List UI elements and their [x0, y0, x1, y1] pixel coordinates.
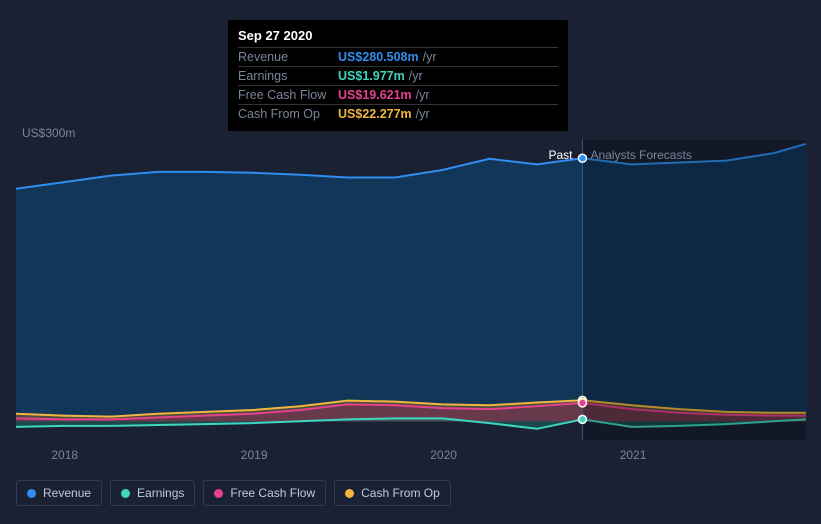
- legend-label: Free Cash Flow: [230, 486, 315, 500]
- legend-swatch: [345, 489, 354, 498]
- legend-label: Revenue: [43, 486, 91, 500]
- tooltip-metric-value: US$1.977m: [338, 69, 405, 83]
- tooltip-metric-value: US$280.508m: [338, 50, 419, 64]
- tooltip-row: Free Cash FlowUS$19.621m/yr: [238, 86, 558, 105]
- tooltip-unit: /yr: [416, 88, 430, 102]
- tooltip-row: Cash From OpUS$22.277m/yr: [238, 105, 558, 123]
- x-axis-label: 2020: [430, 448, 457, 462]
- tooltip-metric-value: US$19.621m: [338, 88, 412, 102]
- legend-label: Cash From Op: [361, 486, 440, 500]
- tooltip-metric-label: Revenue: [238, 50, 338, 64]
- chart-legend: Revenue Earnings Free Cash Flow Cash From O…: [16, 480, 451, 506]
- tooltip-date: Sep 27 2020: [238, 28, 558, 48]
- legend-item-free-cash-flow[interactable]: Free Cash Flow: [203, 480, 326, 506]
- tooltip-metric-label: Earnings: [238, 69, 338, 83]
- tooltip-metric-value: US$22.277m: [338, 107, 412, 121]
- tooltip-metric-label: Cash From Op: [238, 107, 338, 121]
- tooltip-unit: /yr: [409, 69, 423, 83]
- legend-swatch: [214, 489, 223, 498]
- marker-revenue: [578, 154, 586, 162]
- x-axis-label: 2021: [620, 448, 647, 462]
- legend-item-earnings[interactable]: Earnings: [110, 480, 195, 506]
- x-axis-label: 2019: [241, 448, 268, 462]
- legend-item-cash-from-op[interactable]: Cash From Op: [334, 480, 451, 506]
- chart-plot[interactable]: [16, 140, 806, 440]
- tooltip-metric-label: Free Cash Flow: [238, 88, 338, 102]
- legend-swatch: [121, 489, 130, 498]
- tooltip-unit: /yr: [416, 107, 430, 121]
- tooltip-row: EarningsUS$1.977m/yr: [238, 67, 558, 86]
- legend-swatch: [27, 489, 36, 498]
- tooltip-row: RevenueUS$280.508m/yr: [238, 48, 558, 67]
- x-axis-label: 2018: [51, 448, 78, 462]
- legend-item-revenue[interactable]: Revenue: [16, 480, 102, 506]
- marker-free_cash_flow: [578, 399, 586, 407]
- legend-label: Earnings: [137, 486, 184, 500]
- tooltip-unit: /yr: [423, 50, 437, 64]
- financial-chart: Sep 27 2020 RevenueUS$280.508m/yrEarning…: [0, 0, 821, 524]
- forecast-overlay: [582, 140, 806, 440]
- chart-tooltip: Sep 27 2020 RevenueUS$280.508m/yrEarning…: [228, 20, 568, 131]
- forecast-label: Analysts Forecasts: [590, 148, 691, 162]
- y-axis-label: US$300m: [22, 126, 75, 140]
- marker-earnings: [578, 415, 586, 423]
- past-label: Past: [548, 148, 572, 162]
